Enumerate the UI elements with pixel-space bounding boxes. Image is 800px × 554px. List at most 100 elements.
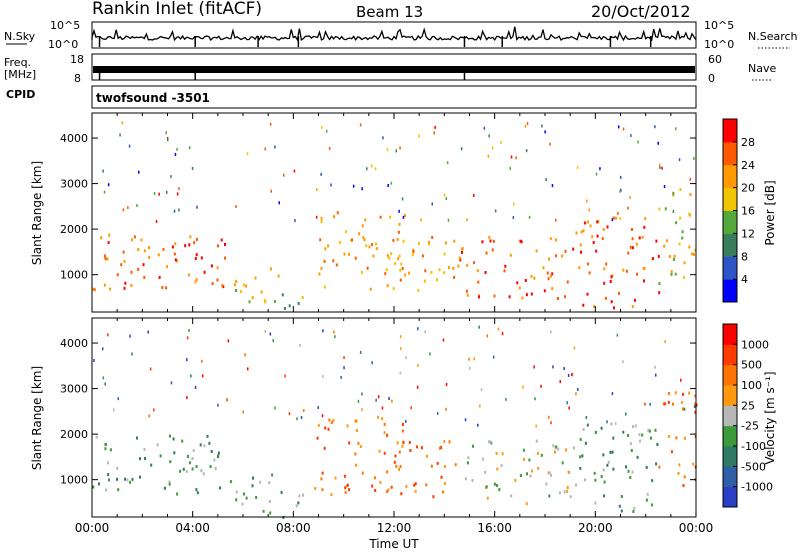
scatter-cell [398,254,401,258]
scatter-cell [402,429,404,433]
scatter-cell [293,169,296,173]
scatter-cell [113,408,115,412]
colorbar-segment [723,164,737,189]
scatter-cell [535,424,537,428]
scatter-cell [330,493,333,497]
scatter-cell [245,284,247,288]
scatter-cell [445,407,447,411]
scatter-cell [473,357,475,361]
frequency-panel: Freq. [MHz] 18 8 60 0 Nave [4,53,776,85]
scatter-cell [357,399,360,403]
scatter-cell [186,454,189,458]
scatter-cell [664,207,667,211]
scatter-cell [264,330,266,333]
scatter-cell [547,471,550,475]
scatter-cell [148,414,150,418]
scatter-cell [366,266,369,270]
scatter-cell [575,392,577,396]
scatter-cell [402,440,405,444]
scatter-cell [159,454,162,458]
scatter-cell [220,238,223,242]
scatter-cell [296,417,298,421]
scatter-cell [677,471,680,475]
scatter-cell [530,292,533,296]
scatter-cell [390,181,393,185]
scatter-cell [221,283,224,287]
scatter-cell [191,467,194,471]
scatter-cell [174,258,177,262]
scatter-cell [100,236,103,240]
scatter-cell [563,490,566,494]
scatter-cell [420,218,422,222]
scatter-cell [201,359,203,363]
scatter-cell [563,367,565,370]
scatter-cell [348,488,351,492]
scatter-cell [172,437,175,441]
colorbar-segment [723,141,737,166]
scatter-cell [673,257,675,261]
scatter-cell [620,495,623,498]
scatter-cell [625,465,627,469]
scatter-cell [668,255,671,258]
scatter-cell [611,450,614,454]
scatter-cell [372,254,375,258]
scatter-cell [528,458,531,462]
scatter-cell [478,295,480,299]
colorbar-segment [723,187,737,211]
scatter-cell [689,177,691,181]
scatter-cell [468,357,470,361]
cpid-label: CPID [6,88,35,101]
scatter-cell [254,276,257,280]
scatter-cell [320,267,323,271]
scatter-cell [487,154,490,158]
scatter-cell [298,494,301,498]
scatter-cell [300,416,303,419]
scatter-cell [325,129,328,133]
scatter-cell [346,424,349,428]
scatter-cell [438,268,441,272]
scatter-cell [662,402,665,406]
colorbar-tick-label: -25 [741,420,759,433]
scatter-cell [586,262,589,266]
noise-panel: N.Sky 10^5 10^0 10^5 10^0 N.Search [4,19,798,51]
scatter-cell [272,339,274,343]
scatter-cell [413,483,416,487]
scatter-cell [404,273,407,277]
scatter-cell [602,453,605,457]
scatter-cell [486,496,489,500]
scatter-cell [104,447,107,451]
scatter-cell [447,218,450,222]
scatter-cell [604,296,607,300]
scatter-cell [103,283,106,287]
scatter-cell [661,166,663,170]
scatter-cell [147,330,149,334]
scatter-cell [480,388,483,392]
scatter-cell [636,455,639,459]
colorbar-tick-label: 16 [741,205,755,218]
scatter-cell [288,304,291,308]
scatter-cell [551,184,554,188]
scatter-cell [283,173,285,177]
colorbar-tick-label: 28 [741,136,755,149]
scatter-cell [401,423,404,426]
colorbar-segment [723,466,737,488]
station-title: Rankin Inlet (fitACF) [92,0,262,19]
scatter-cell [241,502,244,506]
scatter-cell [321,414,324,418]
scatter-cell [602,468,605,472]
scatter-cell [371,361,373,365]
scatter-cell [658,207,661,211]
scatter-cell [481,457,484,461]
scatter-cell [564,249,567,253]
scatter-cell [546,271,549,275]
scatter-cell [622,127,625,131]
scatter-cell [629,245,632,249]
scatter-cell [214,467,217,470]
scatter-cell [537,466,540,470]
scatter-cell [399,146,401,150]
scatter-cell [632,425,634,429]
colorbar-segment [723,446,737,467]
scatter-cell [523,457,525,461]
scatter-cell [694,248,697,252]
scatter-cell [277,274,280,278]
